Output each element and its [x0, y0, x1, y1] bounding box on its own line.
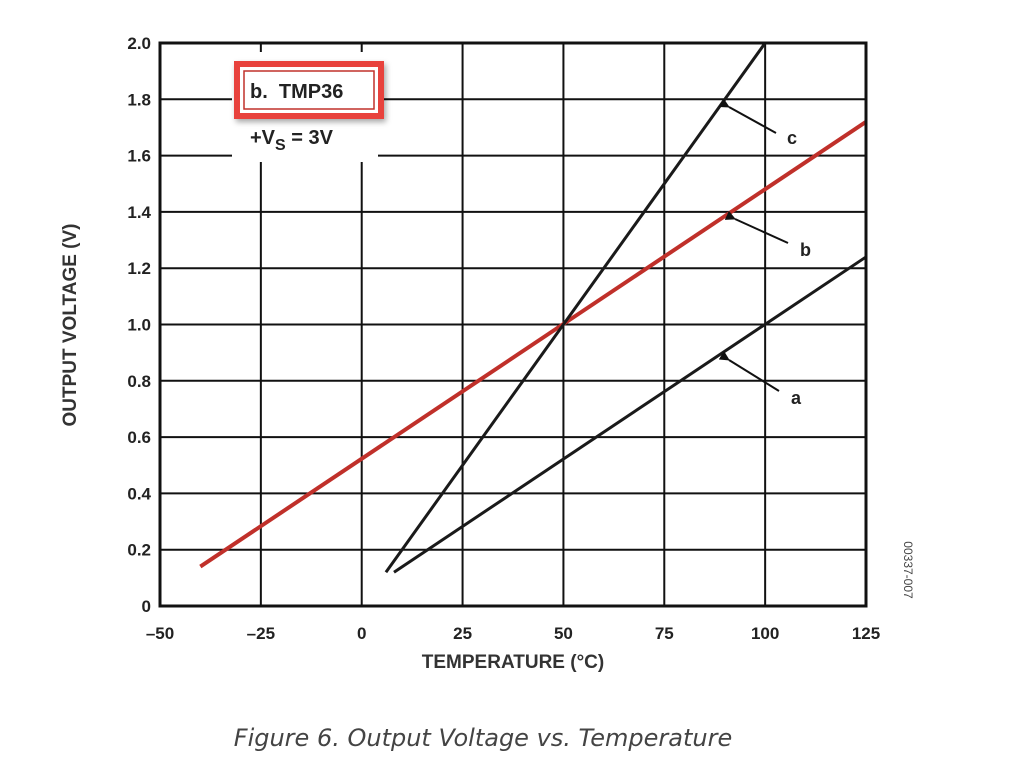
- tick-labels: –50 –25 0 25 50 75 100 125 0 0.2 0.4 0.6 0.8 1.0 1.2 1.…: [127, 34, 880, 643]
- annotation-arrow-a: [718, 351, 780, 392]
- y-tick-label: 2.0: [127, 34, 151, 53]
- figure-id: 00337-007: [901, 541, 915, 599]
- x-tick-label: 25: [453, 624, 472, 643]
- y-tick-label: 1.2: [127, 259, 151, 278]
- y-tick-label: 1.8: [127, 90, 151, 109]
- series-line-b: [199, 120, 868, 569]
- annotation-label-a: a: [791, 388, 802, 408]
- y-tick-label: 1.6: [127, 147, 151, 166]
- highlight-box: [234, 61, 384, 119]
- annotation-arrow-c: [718, 98, 777, 134]
- annotation-arrow-b: [724, 210, 789, 244]
- x-axis-label: TEMPERATURE (°C): [422, 652, 604, 673]
- x-tick-label: –25: [247, 624, 275, 643]
- x-tick-label: –50: [146, 624, 174, 643]
- y-tick-label: 0.8: [127, 372, 151, 391]
- y-tick-label: 0.4: [127, 484, 151, 503]
- y-axis-label: OUTPUT VOLTAGE (V): [60, 223, 81, 426]
- grid: [159, 42, 867, 607]
- y-tick-label: 1.4: [127, 203, 151, 222]
- x-tick-label: 75: [655, 624, 674, 643]
- y-tick-label: 0.6: [127, 428, 151, 447]
- figure-caption: Figure 6. Output Voltage vs. Temperature: [234, 724, 732, 752]
- x-tick-label: 100: [751, 624, 779, 643]
- y-tick-label: 0.2: [127, 541, 151, 560]
- y-tick-label: 0: [142, 597, 151, 616]
- legend: +VS = 3V b. TMP36: [232, 52, 384, 162]
- annotation-label-b: b: [800, 240, 811, 260]
- series-lines: [199, 42, 868, 574]
- annotation-label-c: c: [787, 128, 797, 148]
- x-tick-label: 50: [554, 624, 573, 643]
- highlight-box-inner: [243, 70, 375, 110]
- x-tick-label: 125: [852, 624, 880, 643]
- legend-supply: +VS = 3V: [250, 127, 334, 154]
- series-line-a: [393, 255, 867, 574]
- legend-entry-tmp36: b. TMP36: [250, 81, 343, 103]
- x-tick-label: 0: [357, 624, 366, 643]
- y-tick-label: 1.0: [127, 316, 151, 335]
- annotations: a b c: [718, 98, 811, 408]
- series-line-c: [384, 42, 767, 574]
- plot-frame: [158, 41, 868, 608]
